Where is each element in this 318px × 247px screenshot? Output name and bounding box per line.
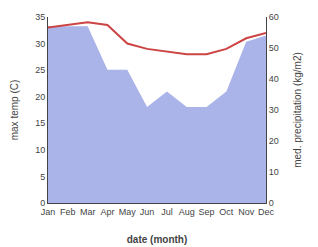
svg-text:med. precipitation (kg/m2): med. precipitation (kg/m2) <box>292 52 303 168</box>
svg-text:Aug: Aug <box>179 207 195 217</box>
svg-text:60: 60 <box>269 12 279 22</box>
svg-text:10: 10 <box>269 167 279 177</box>
svg-text:max temp (C): max temp (C) <box>9 80 20 141</box>
svg-text:Sep: Sep <box>199 207 215 217</box>
svg-text:30: 30 <box>269 105 279 115</box>
svg-text:35: 35 <box>35 12 45 22</box>
svg-text:50: 50 <box>269 43 279 53</box>
svg-text:40: 40 <box>269 74 279 84</box>
svg-text:Jul: Jul <box>161 207 173 217</box>
svg-text:Apr: Apr <box>100 207 114 217</box>
svg-text:Jun: Jun <box>140 207 155 217</box>
svg-text:Oct: Oct <box>219 207 234 217</box>
svg-text:date (month): date (month) <box>127 234 188 245</box>
svg-text:0: 0 <box>269 198 274 208</box>
svg-text:Nov: Nov <box>238 207 255 217</box>
svg-text:20: 20 <box>269 136 279 146</box>
svg-text:Jan: Jan <box>41 207 56 217</box>
svg-text:Feb: Feb <box>60 207 76 217</box>
svg-text:15: 15 <box>35 118 45 128</box>
svg-text:0: 0 <box>40 198 45 208</box>
svg-text:20: 20 <box>35 92 45 102</box>
svg-text:Mar: Mar <box>80 207 96 217</box>
svg-text:25: 25 <box>35 65 45 75</box>
svg-text:May: May <box>119 207 137 217</box>
svg-text:5: 5 <box>40 172 45 182</box>
svg-text:30: 30 <box>35 39 45 49</box>
svg-text:10: 10 <box>35 145 45 155</box>
svg-text:Dec: Dec <box>258 207 275 217</box>
